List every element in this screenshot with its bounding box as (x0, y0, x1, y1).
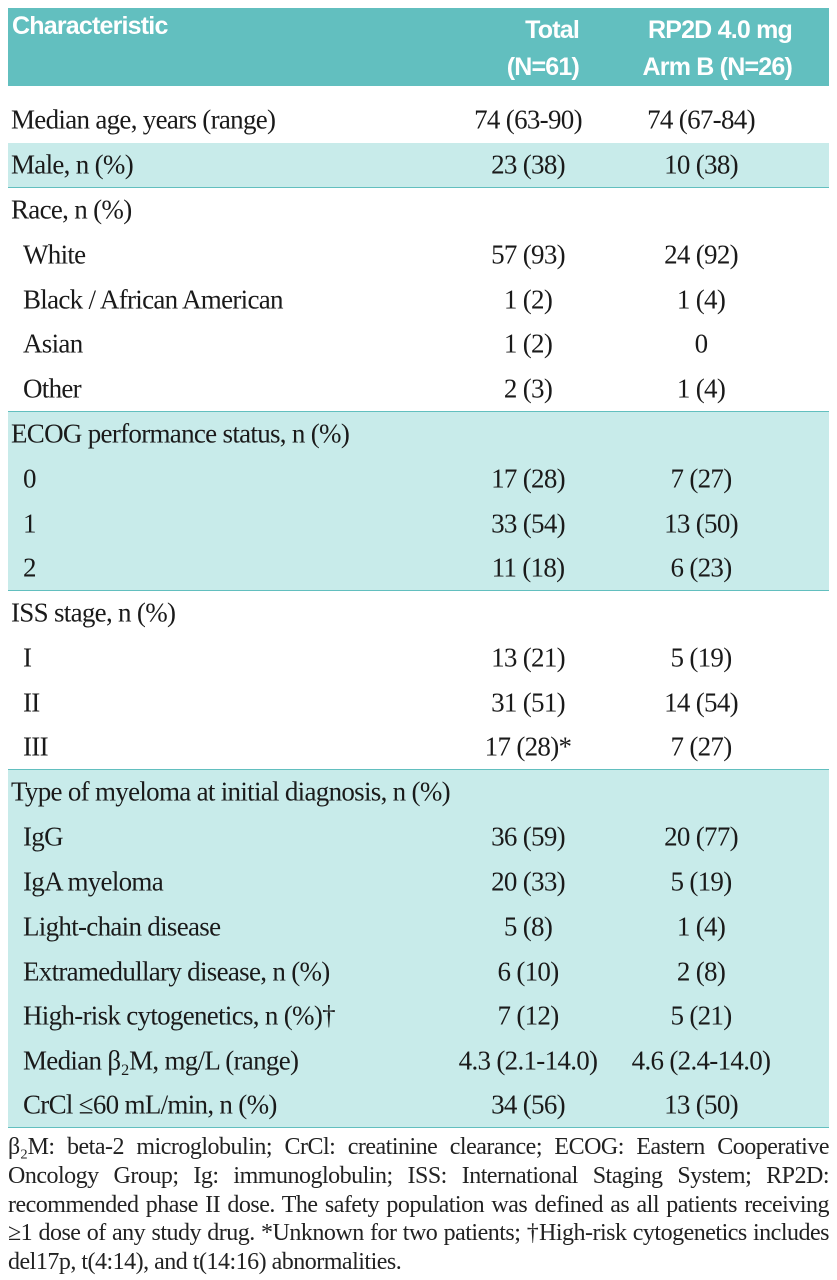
cell-arm-b: 20 (77) (664, 821, 739, 852)
cell-arm-b: 6 (23) (670, 552, 732, 583)
cell-total: 17 (28)* (484, 731, 572, 762)
cell-total: 17 (28) (491, 463, 566, 494)
row-label: IgG (23, 821, 64, 852)
table-row: ECOG performance status, n (%) (8, 411, 829, 457)
cell-total: 11 (18) (491, 552, 566, 583)
cell-total: 1 (2) (503, 328, 553, 359)
cell-total: 20 (33) (491, 866, 566, 897)
row-label: White (23, 239, 86, 270)
table-row: 0 17 (28) 7 (27) (8, 456, 829, 502)
cell-total: 23 (38) (491, 149, 566, 180)
cell-total: 13 (21) (491, 642, 566, 673)
cell-total: 2 (3) (503, 373, 553, 404)
cell-arm-b: 74 (67-84) (647, 104, 755, 135)
table-body: Median age, years (range) 74 (63-90) 74 (6… (8, 98, 829, 1129)
row-label: Black / African American (23, 284, 284, 315)
table-row: Median β₂M, mg/L (range) 4.3 (2.1-14.0) 4.… (8, 1038, 829, 1084)
row-label: Race, n (%) (11, 194, 132, 225)
table-row: White 57 (93) 24 (92) (8, 232, 829, 277)
row-label: Median age, years (range) (11, 104, 276, 135)
table-row: Race, n (%) (8, 188, 829, 233)
cell-total: 5 (8) (503, 911, 553, 942)
table-row: II 31 (51) 14 (54) (8, 680, 829, 725)
table-row: IgG 36 (59) 20 (77) (8, 814, 829, 860)
row-label: Type of myeloma at initial diagnosis, n … (11, 776, 451, 807)
row-label: Median β₂M, mg/L (range) (23, 1045, 299, 1076)
cell-total: 31 (51) (491, 687, 566, 718)
header-arm-b-line2: Arm B (N=26) (642, 53, 793, 81)
row-label: 0 (23, 463, 37, 494)
row-label: II (23, 687, 40, 718)
table-row: Light-chain disease 5 (8) 1 (4) (8, 904, 829, 950)
table-row: Asian 1 (2) 0 (8, 322, 829, 367)
header-arm-b-line1: RP2D 4.0 mg (647, 16, 793, 44)
row-label: 2 (23, 552, 37, 583)
table-row: Other 2 (3) 1 (4) (8, 367, 829, 412)
row-label: High-risk cytogenetics, n (%)† (23, 1000, 336, 1031)
cell-arm-b: 13 (50) (664, 508, 739, 539)
cell-arm-b: 14 (54) (664, 687, 739, 718)
cell-arm-b: 5 (19) (670, 866, 732, 897)
table-row: 2 11 (18) 6 (23) (8, 545, 829, 591)
row-label: IgA myeloma (23, 866, 164, 897)
table-row: CrCl ≤60 mL/min, n (%) 34 (56) 13 (50) (8, 1083, 829, 1129)
cell-arm-b: 7 (27) (670, 731, 732, 762)
table-row: Black / African American 1 (2) 1 (4) (8, 277, 829, 322)
cell-total: 33 (54) (491, 508, 566, 539)
header-total-line2: (N=61) (506, 53, 580, 81)
cell-total: 57 (93) (491, 239, 566, 270)
cell-arm-b: 5 (21) (670, 1000, 732, 1031)
row-label: Male, n (%) (11, 149, 134, 180)
table-row: High-risk cytogenetics, n (%)† 7 (12) 5 (2… (8, 993, 829, 1039)
row-label: CrCl ≤60 mL/min, n (%) (23, 1089, 277, 1120)
cell-arm-b: 10 (38) (664, 149, 739, 180)
cell-arm-b: 1 (4) (676, 911, 726, 942)
cell-arm-b: 1 (4) (676, 373, 726, 404)
table-row: 1 33 (54) 13 (50) (8, 501, 829, 546)
table-row: III 17 (28)* 7 (27) (8, 725, 829, 770)
table-footnote: β₂M: beta-2 microglobulin; CrCl: creatin… (8, 1134, 830, 1276)
cell-arm-b: 2 (8) (676, 956, 726, 987)
cell-total: 4.3 (2.1-14.0) (458, 1045, 598, 1076)
cell-total: 74 (63-90) (474, 104, 582, 135)
row-label: Asian (23, 328, 83, 359)
header-total-line1: Total (525, 16, 580, 44)
cell-arm-b: 0 (694, 328, 709, 359)
row-label: I (23, 642, 32, 673)
cell-arm-b: 7 (27) (670, 463, 732, 494)
cell-total: 1 (2) (503, 284, 553, 315)
header-total: Total (N=61) (506, 12, 580, 86)
cell-arm-b: 1 (4) (676, 284, 726, 315)
row-label: Other (23, 373, 82, 404)
table-row: IgA myeloma 20 (33) 5 (19) (8, 859, 829, 905)
table-row: Type of myeloma at initial diagnosis, n … (8, 769, 829, 815)
cell-total: 6 (10) (497, 956, 559, 987)
row-label: ISS stage, n (%) (11, 597, 176, 628)
cell-total: 34 (56) (491, 1089, 566, 1120)
table-row: Male, n (%) 23 (38) 10 (38) (8, 142, 829, 188)
row-label: ECOG performance status, n (%) (11, 418, 350, 449)
row-label: III (23, 731, 49, 762)
cell-arm-b: 24 (92) (664, 239, 739, 270)
row-label: 1 (23, 508, 37, 539)
table-row: Median age, years (range) 74 (63-90) 74 (6… (8, 98, 829, 143)
cell-arm-b: 13 (50) (664, 1089, 739, 1120)
cell-arm-b: 5 (19) (670, 642, 732, 673)
row-label: Extramedullary disease, n (%) (23, 956, 330, 987)
cell-total: 36 (59) (491, 821, 566, 852)
table-header: Characteristic Total (N=61) RP2D 4.0 mg … (8, 8, 829, 86)
table-row: ISS stage, n (%) (8, 591, 829, 636)
row-label: Light-chain disease (23, 911, 221, 942)
table-row: I 13 (21) 5 (19) (8, 636, 829, 681)
table-row: Extramedullary disease, n (%) 6 (10) 2 (8) (8, 949, 829, 994)
cell-total: 7 (12) (497, 1000, 559, 1031)
cell-arm-b: 4.6 (2.4-14.0) (631, 1045, 771, 1076)
header-arm-b: RP2D 4.0 mg Arm B (N=26) (642, 12, 793, 86)
header-characteristic: Characteristic (12, 12, 168, 40)
